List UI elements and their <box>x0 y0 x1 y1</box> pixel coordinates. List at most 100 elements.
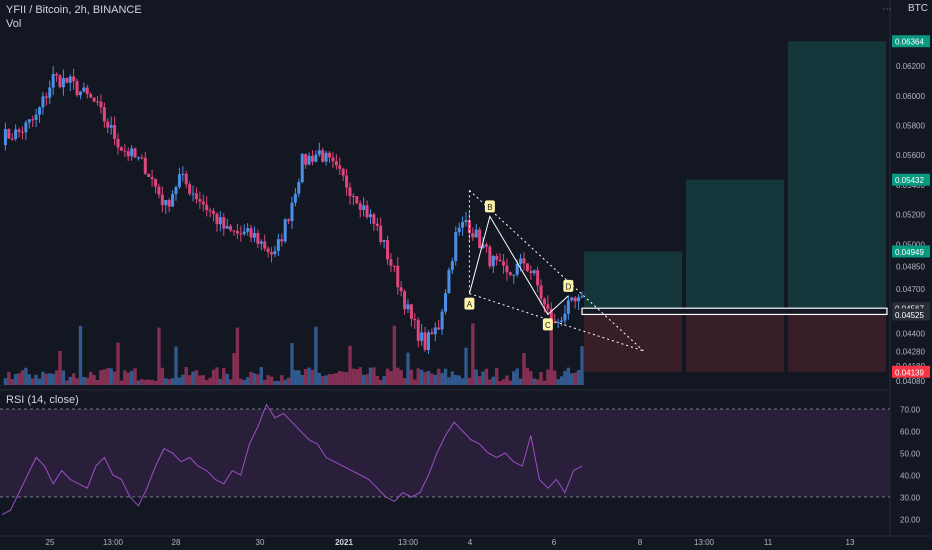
candle-body[interactable] <box>324 152 328 162</box>
time-tick[interactable]: 28 <box>172 538 181 547</box>
candle-body[interactable] <box>317 150 321 155</box>
candle-body[interactable] <box>437 327 441 330</box>
candle-body[interactable] <box>24 122 28 133</box>
candle-body[interactable] <box>171 194 175 207</box>
candle-body[interactable] <box>365 205 369 218</box>
rsi-pane[interactable] <box>0 403 890 516</box>
candle-body[interactable] <box>399 287 403 292</box>
candle-body[interactable] <box>102 107 106 122</box>
candle-body[interactable] <box>491 256 495 267</box>
candle-body[interactable] <box>222 217 226 229</box>
candle-body[interactable] <box>20 131 24 133</box>
time-tick[interactable]: 8 <box>638 538 643 547</box>
candle-body[interactable] <box>287 219 291 222</box>
time-tick[interactable]: 6 <box>552 538 557 547</box>
candle-body[interactable] <box>191 193 195 195</box>
candle-body[interactable] <box>201 201 205 205</box>
pattern-point-b[interactable] <box>484 200 495 213</box>
time-tick[interactable]: 13:00 <box>694 538 715 547</box>
more-dots-icon[interactable]: ⋯ <box>882 4 892 15</box>
candle-body[interactable] <box>488 246 492 267</box>
candle-body[interactable] <box>283 219 287 242</box>
candle-body[interactable] <box>464 220 468 223</box>
candle-body[interactable] <box>164 200 168 206</box>
candle-body[interactable] <box>167 200 171 207</box>
candle-body[interactable] <box>300 154 304 183</box>
candle-body[interactable] <box>143 157 147 174</box>
candle-body[interactable] <box>341 168 345 176</box>
candle-body[interactable] <box>78 91 82 96</box>
candle-body[interactable] <box>44 96 48 98</box>
price-label-badge[interactable] <box>892 35 930 48</box>
candle-body[interactable] <box>566 300 570 314</box>
candle-body[interactable] <box>570 297 574 301</box>
candle-body[interactable] <box>106 121 110 128</box>
candle-body[interactable] <box>331 157 335 162</box>
candle-body[interactable] <box>563 313 567 321</box>
candle-body[interactable] <box>549 308 553 322</box>
candle-body[interactable] <box>218 217 222 225</box>
candle-body[interactable] <box>515 263 519 275</box>
candle-body[interactable] <box>396 265 400 288</box>
candle-body[interactable] <box>184 173 188 185</box>
time-tick[interactable]: 4 <box>468 538 473 547</box>
candle-body[interactable] <box>55 74 59 76</box>
candle-body[interactable] <box>147 173 151 178</box>
rsi-line[interactable] <box>1 403 583 516</box>
candle-body[interactable] <box>375 223 379 226</box>
time-axis[interactable]: 25 13:00 28 30 2021 13:00 4 6 8 13:00 11 13 <box>46 538 855 547</box>
candle-body[interactable] <box>355 196 359 204</box>
candle-body[interactable] <box>426 332 430 350</box>
candle-body[interactable] <box>345 175 349 188</box>
candle-body[interactable] <box>577 297 581 302</box>
loss-zone[interactable] <box>788 314 886 372</box>
loss-zone[interactable] <box>584 314 682 372</box>
candle-body[interactable] <box>242 231 246 235</box>
candle-body[interactable] <box>502 261 506 266</box>
candle-body[interactable] <box>348 187 352 197</box>
candle-body[interactable] <box>225 226 229 229</box>
candle-body[interactable] <box>177 174 181 187</box>
entry-box[interactable] <box>581 307 888 316</box>
candle-body[interactable] <box>280 239 284 242</box>
candle-body[interactable] <box>372 214 376 224</box>
time-tick[interactable]: 13:00 <box>398 538 419 547</box>
candle-body[interactable] <box>3 129 7 146</box>
candle-body[interactable] <box>457 227 461 233</box>
candle-body[interactable] <box>461 222 465 228</box>
candle-body[interactable] <box>188 184 192 194</box>
candle-body[interactable] <box>160 194 164 206</box>
candle-body[interactable] <box>249 228 253 238</box>
candle-body[interactable] <box>89 94 93 98</box>
time-tick[interactable]: 2021 <box>335 538 353 547</box>
candle-body[interactable] <box>31 119 35 121</box>
candle-body[interactable] <box>307 155 311 165</box>
pattern-legs[interactable] <box>468 215 569 316</box>
candle-body[interactable] <box>41 96 45 108</box>
candle-body[interactable] <box>529 270 533 274</box>
candle-body[interactable] <box>14 129 18 139</box>
candle-body[interactable] <box>484 244 488 247</box>
candle-body[interactable] <box>580 296 584 298</box>
candle-body[interactable] <box>38 107 42 115</box>
candle-body[interactable] <box>65 78 69 83</box>
candle-body[interactable] <box>379 225 383 242</box>
candle-body[interactable] <box>34 114 38 120</box>
candle-body[interactable] <box>276 239 280 251</box>
candle-body[interactable] <box>560 320 564 322</box>
currency-badge[interactable]: BTC <box>908 3 928 14</box>
candle-body[interactable] <box>358 203 362 210</box>
profit-zone[interactable] <box>686 179 784 309</box>
candle-body[interactable] <box>126 151 130 157</box>
candle-body[interactable] <box>392 265 396 267</box>
candle-body[interactable] <box>229 226 233 231</box>
candle-body[interactable] <box>133 148 137 158</box>
candle-body[interactable] <box>61 78 65 88</box>
candle-body[interactable] <box>290 202 294 222</box>
candle-body[interactable] <box>174 186 178 195</box>
candle-body[interactable] <box>252 233 256 238</box>
candle-body[interactable] <box>75 81 79 96</box>
candle-body[interactable] <box>205 204 209 211</box>
candle-body[interactable] <box>474 229 478 238</box>
candle-body[interactable] <box>259 241 263 244</box>
